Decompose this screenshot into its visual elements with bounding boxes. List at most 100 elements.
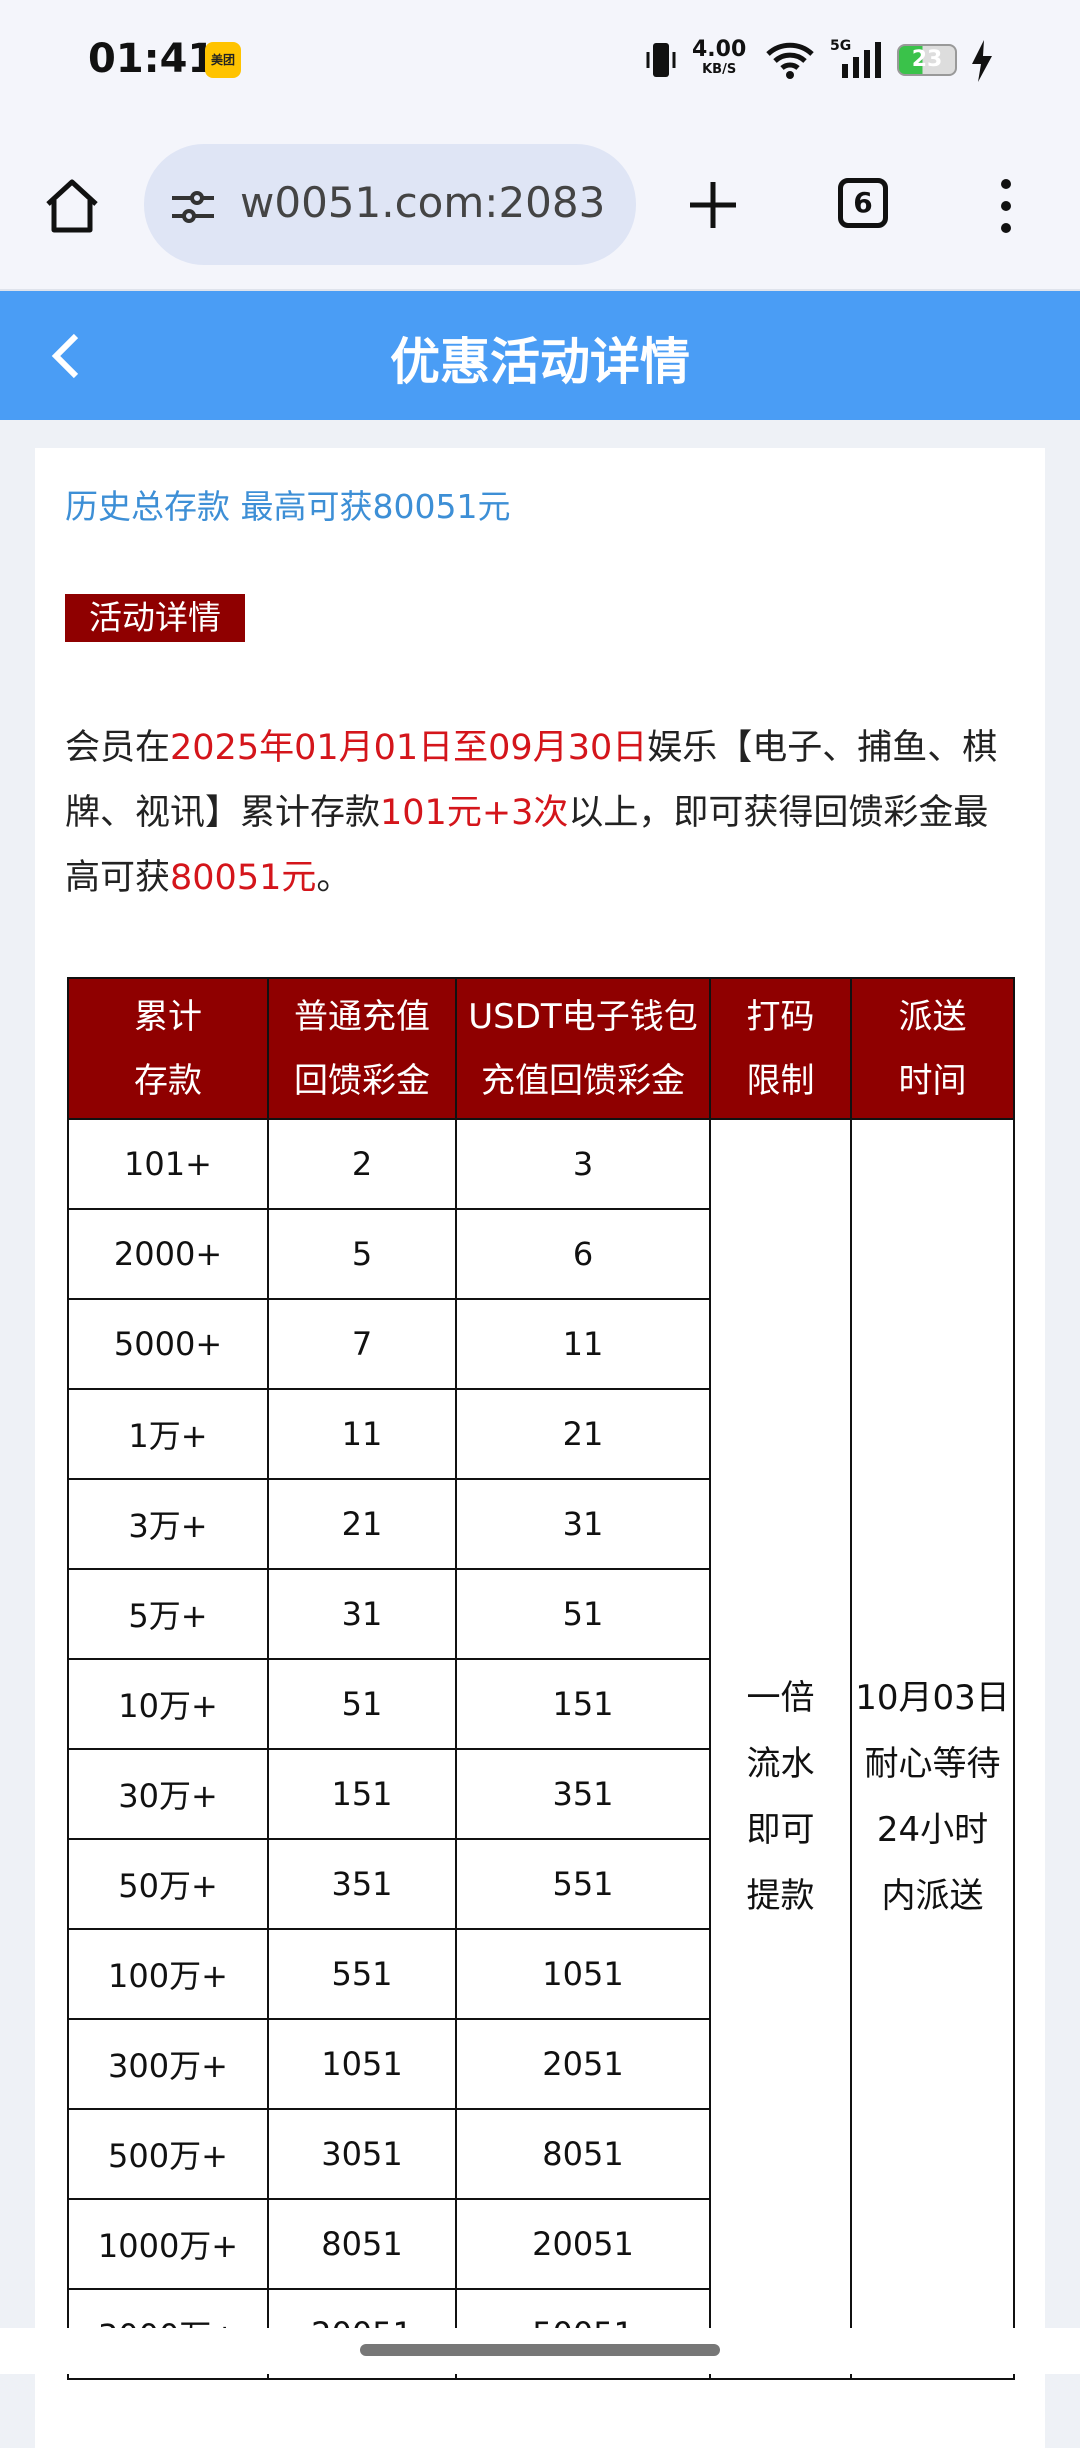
text: 会员在 xyxy=(65,728,171,768)
cell: 7 xyxy=(267,1298,457,1390)
cell: 551 xyxy=(267,1928,457,2020)
back-button[interactable] xyxy=(48,330,84,382)
cell: 101+ xyxy=(67,1118,269,1210)
tab-count[interactable]: 6 xyxy=(838,178,888,228)
new-tab-button[interactable] xyxy=(686,178,740,232)
gesture-handle xyxy=(360,2344,720,2356)
page-header xyxy=(0,291,1080,420)
cell: 50万+ xyxy=(67,1838,269,1930)
table-row: 3万+ 21 31 xyxy=(67,1478,1014,1570)
url-text[interactable]: w0051.com:2083 xyxy=(240,178,606,227)
table-row: 101+ 2 3 一倍 流水 即可 提款 10月03日 耐心等待 24小时 内派送 xyxy=(67,1118,1015,2380)
cell: 21 xyxy=(267,1478,457,1570)
table-row: 100万+ 551 1051 xyxy=(67,1928,1014,2020)
page-title: 优惠活动详情 xyxy=(390,333,690,391)
clock: 01:41 xyxy=(88,36,216,82)
network-type: 5G xyxy=(830,38,852,54)
cell: 8051 xyxy=(455,2108,711,2200)
text: 以上，即可获得回馈彩金最高可获 xyxy=(65,793,989,898)
header-cell: USDT电子钱包 充值回馈彩金 xyxy=(455,977,711,1120)
address-bar[interactable] xyxy=(144,144,636,265)
cell: 51 xyxy=(267,1658,457,1750)
wagering-text: 提款 xyxy=(746,1876,815,1916)
header-cell: 派送 时间 xyxy=(850,977,1015,1120)
description: 会员在2025年01月01日至09月30日娱乐【电子、捕鱼、棋牌、视讯】累计存款… xyxy=(65,716,1010,911)
delivery-text: 10月03日 xyxy=(855,1678,1010,1718)
wagering-text: 即可 xyxy=(746,1810,815,1850)
section-label: 活动详情 xyxy=(65,594,245,642)
reward-table: 累计 存款 普通充值 回馈彩金 USDT电子钱包 充值回馈彩金 打码 限制 派送 时间 101+ 2… xyxy=(67,977,1015,2380)
cell: 11 xyxy=(455,1298,711,1390)
subtitle: 历史总存款 最高可获80051元 xyxy=(65,487,511,526)
cell: 151 xyxy=(455,1658,711,1750)
cell: 351 xyxy=(455,1748,711,1840)
cell: 31 xyxy=(267,1568,457,1660)
header-text: 普通充值 xyxy=(294,996,430,1037)
screen: {"status": {"time": "01:41", "app_icon":… xyxy=(0,36,1080,2448)
header-text: 存款 xyxy=(134,1060,202,1101)
cell: 11 xyxy=(267,1388,457,1480)
header-text: 充值回馈彩金 xyxy=(481,1060,685,1101)
highlight-text: 101元+3次 xyxy=(380,793,569,833)
cell: 8051 xyxy=(267,2198,457,2290)
cell: 500万+ xyxy=(67,2108,269,2200)
header-text: 累计 xyxy=(134,996,202,1037)
table-row: 50万+ 351 551 xyxy=(67,1838,1014,1930)
cell: 5000+ xyxy=(67,1298,269,1390)
speed-unit: KB/S xyxy=(702,62,737,77)
cell: 100万+ xyxy=(67,1928,269,2020)
home-button[interactable] xyxy=(42,176,102,236)
highlight-text: 80051元 xyxy=(170,858,317,898)
net-speed: 4.00 KB/S xyxy=(692,37,747,80)
cell: 2000+ xyxy=(67,1208,269,1300)
delivery-text: 内派送 xyxy=(881,1876,984,1916)
table-row: 1万+ 11 21 xyxy=(67,1388,1014,1480)
speed-value: 4.00 xyxy=(692,37,747,62)
table-row: 500万+ 3051 8051 xyxy=(67,2108,1014,2200)
text: 娱乐【电子、捕鱼、棋牌、视讯】累计存款 xyxy=(65,728,998,833)
header-cell: 累计 存款 xyxy=(67,977,269,1120)
delivery-text: 24小时 xyxy=(876,1810,989,1850)
cell: 2 xyxy=(267,1118,457,1210)
cell: 30万+ xyxy=(67,1748,269,1840)
cell: 1051 xyxy=(267,2018,457,2110)
wagering-cell: 一倍 流水 即可 提款 xyxy=(709,1118,852,2380)
menu-button[interactable] xyxy=(996,176,1016,236)
wagering-text: 一倍 xyxy=(746,1678,815,1718)
signal-icon xyxy=(842,42,881,78)
header-row: 累计 存款 普通充值 回馈彩金 USDT电子钱包 充值回馈彩金 打码 限制 派送 时间 xyxy=(67,977,1015,1120)
header-text: USDT电子钱包 xyxy=(468,996,698,1037)
header-text: 派送 xyxy=(898,996,967,1037)
cell: 3 xyxy=(455,1118,711,1210)
cell: 151 xyxy=(267,1748,457,1840)
cell: 5 xyxy=(267,1208,457,1300)
header-cell: 打码 限制 xyxy=(709,977,852,1120)
wifi-icon xyxy=(766,42,814,79)
cell: 1000万+ xyxy=(67,2198,269,2290)
cell: 5万+ xyxy=(67,1568,269,1660)
table-row: 300万+ 1051 2051 xyxy=(67,2018,1014,2110)
wagering-text: 流水 xyxy=(746,1744,815,1784)
text: 。 xyxy=(316,858,352,898)
header-text: 打码 xyxy=(746,996,815,1037)
battery: 23 xyxy=(897,44,957,76)
delivery-text: 耐心等待 xyxy=(864,1744,1001,1784)
cell: 3万+ xyxy=(67,1478,269,1570)
table-row: 10万+ 51 151 xyxy=(67,1658,1014,1750)
table-body: 101+ 2 3 一倍 流水 即可 提款 10月03日 耐心等待 24小时 内派送 2000+ 5 6 50… xyxy=(67,1118,1015,2380)
cell: 3051 xyxy=(267,2108,457,2200)
cell: 20051 xyxy=(455,2198,711,2290)
vibrate-icon xyxy=(646,43,676,77)
table-row: 5万+ 31 51 xyxy=(67,1568,1014,1660)
table-row: 2000+ 5 6 xyxy=(67,1208,1014,1300)
cell: 351 xyxy=(267,1838,457,1930)
cell: 10万+ xyxy=(67,1658,269,1750)
cell: 2051 xyxy=(455,2018,711,2110)
header-text: 回馈彩金 xyxy=(294,1060,430,1101)
cell: 21 xyxy=(455,1388,711,1480)
header-text: 时间 xyxy=(898,1060,967,1101)
header-text: 限制 xyxy=(746,1060,815,1101)
site-info-icon[interactable] xyxy=(168,186,218,226)
cell: 1万+ xyxy=(67,1388,269,1480)
highlight-text: 2025年01月01日至09月30日 xyxy=(170,728,648,768)
